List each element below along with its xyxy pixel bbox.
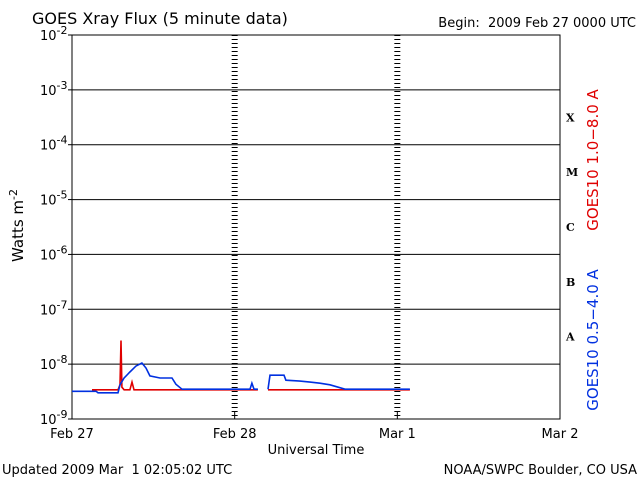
y-tick-label: 10-2 <box>40 24 68 44</box>
y-tick-base: 10 <box>40 84 57 99</box>
y-tick-base: 10 <box>40 29 57 44</box>
y-tick-exponent: -2 <box>57 24 68 37</box>
y-tick-label: 10-6 <box>40 243 68 263</box>
y-tick-label: 10-9 <box>40 408 68 428</box>
footer-left: Updated 2009 Mar 1 02:05:02 UTC <box>2 463 232 478</box>
flare-class-label: M <box>566 166 578 179</box>
y-tick-label: 10-4 <box>40 134 68 154</box>
y-tick-exponent: -6 <box>57 243 68 256</box>
y-tick-exponent: -7 <box>57 298 68 311</box>
y-axis-label-text: Watts m <box>9 200 27 262</box>
legend-entry: GOES10 0.5−4.0 A <box>584 268 602 410</box>
flare-class-label: B <box>566 276 575 289</box>
x-tick-label: Mar 1 <box>379 427 416 442</box>
x-tick-label: Mar 2 <box>542 427 579 442</box>
y-tick-exponent: -9 <box>57 408 68 421</box>
x-tick-label: Feb 28 <box>213 427 257 442</box>
y-tick-exponent: -3 <box>57 79 68 92</box>
footer-right: NOAA/SWPC Boulder, CO USA <box>444 463 637 478</box>
legend-entry: GOES10 1.0−8.0 A <box>584 88 602 230</box>
y-tick-base: 10 <box>40 413 57 428</box>
flare-class-label: C <box>566 221 575 234</box>
y-tick-base: 10 <box>40 248 57 263</box>
y-tick-exponent: -8 <box>57 353 68 366</box>
x-axis-label: Universal Time <box>268 443 365 458</box>
x-tick-label: Feb 27 <box>50 427 94 442</box>
flare-class-label: X <box>566 111 575 124</box>
subtitle: Begin: 2009 Feb 27 0000 UTC <box>438 16 636 31</box>
y-tick-label: 10-8 <box>40 353 68 373</box>
y-axis-label: Watts m-2 <box>7 189 27 262</box>
y-tick-exponent: -5 <box>57 189 68 202</box>
y-tick-exponent: -4 <box>57 134 68 147</box>
y-tick-base: 10 <box>40 194 57 209</box>
flare-class-label: A <box>565 331 575 344</box>
y-axis-label-exponent: -2 <box>7 189 20 200</box>
y-tick-label: 10-3 <box>40 79 68 99</box>
y-tick-base: 10 <box>40 303 57 318</box>
y-tick-base: 10 <box>40 358 57 373</box>
y-tick-label: 10-5 <box>40 189 68 209</box>
chart-title: GOES Xray Flux (5 minute data) <box>32 9 288 28</box>
y-tick-base: 10 <box>40 139 57 154</box>
series-line <box>72 361 410 394</box>
y-tick-label: 10-7 <box>40 298 68 318</box>
